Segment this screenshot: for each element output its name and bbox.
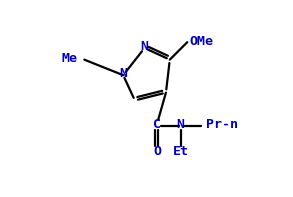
Text: OMe: OMe (189, 35, 213, 48)
Text: C: C (153, 118, 161, 131)
Text: N: N (119, 67, 127, 80)
Text: Pr-n: Pr-n (206, 118, 238, 131)
Text: O: O (153, 145, 161, 158)
Text: N: N (141, 40, 149, 53)
Text: Et: Et (173, 145, 188, 158)
Text: N: N (176, 118, 185, 131)
Text: Me: Me (62, 52, 78, 65)
